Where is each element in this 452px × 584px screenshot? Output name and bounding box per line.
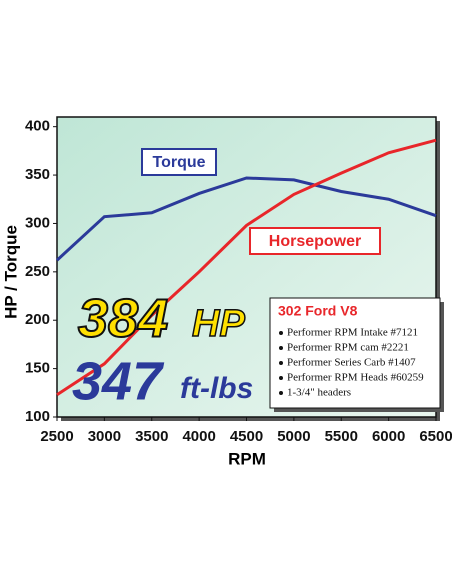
x-tick-label: 5500 bbox=[325, 428, 358, 445]
hp-unit: HP bbox=[192, 303, 245, 345]
series-line bbox=[55, 176, 437, 262]
legend-label: Horsepower bbox=[269, 233, 361, 250]
y-tick-label: 250 bbox=[25, 263, 50, 280]
x-axis-title: RPM bbox=[228, 449, 266, 468]
info-item: Performer Series Carb #1407 bbox=[287, 357, 416, 369]
y-tick-label: 150 bbox=[25, 360, 50, 377]
x-tick-label: 4500 bbox=[230, 428, 263, 445]
headline: 384 HP 347 ft-lbs bbox=[72, 287, 253, 411]
legend-box bbox=[249, 227, 381, 255]
x-tick-label: 3500 bbox=[135, 428, 168, 445]
x-tick-label: 5000 bbox=[277, 428, 310, 445]
info-item: Performer RPM Heads #60259 bbox=[287, 372, 424, 384]
bullet bbox=[279, 346, 283, 350]
torque-unit: ft-lbs bbox=[180, 372, 253, 405]
bullet bbox=[279, 331, 283, 335]
bullet bbox=[279, 376, 283, 380]
bullet bbox=[279, 361, 283, 365]
y-tick-label: 300 bbox=[25, 214, 50, 231]
info-title: 302 Ford V8 bbox=[278, 303, 358, 319]
x-tick-label: 4000 bbox=[182, 428, 215, 445]
x-tick-label: 6500 bbox=[419, 428, 452, 445]
torque-value: 347 bbox=[72, 351, 165, 411]
info-item: Performer RPM cam #2221 bbox=[287, 342, 409, 354]
hp-value: 384 bbox=[78, 288, 168, 348]
y-tick-label: 350 bbox=[25, 166, 50, 183]
info-item: 1-3/4" headers bbox=[287, 387, 351, 399]
x-tick-label: 2500 bbox=[40, 428, 73, 445]
y-tick-label: 200 bbox=[25, 311, 50, 328]
info-item: Performer RPM Intake #7121 bbox=[287, 327, 418, 339]
legend-box bbox=[141, 148, 217, 176]
y-axis-title: HP / Torque bbox=[1, 225, 20, 319]
series-line bbox=[56, 138, 437, 396]
y-tick-label: 100 bbox=[25, 408, 50, 425]
x-tick-label: 3000 bbox=[88, 428, 121, 445]
legend-label: Torque bbox=[152, 154, 205, 171]
bullet bbox=[279, 391, 283, 395]
info-box bbox=[269, 297, 441, 409]
y-tick-label: 400 bbox=[25, 118, 50, 135]
x-tick-label: 6000 bbox=[372, 428, 405, 445]
